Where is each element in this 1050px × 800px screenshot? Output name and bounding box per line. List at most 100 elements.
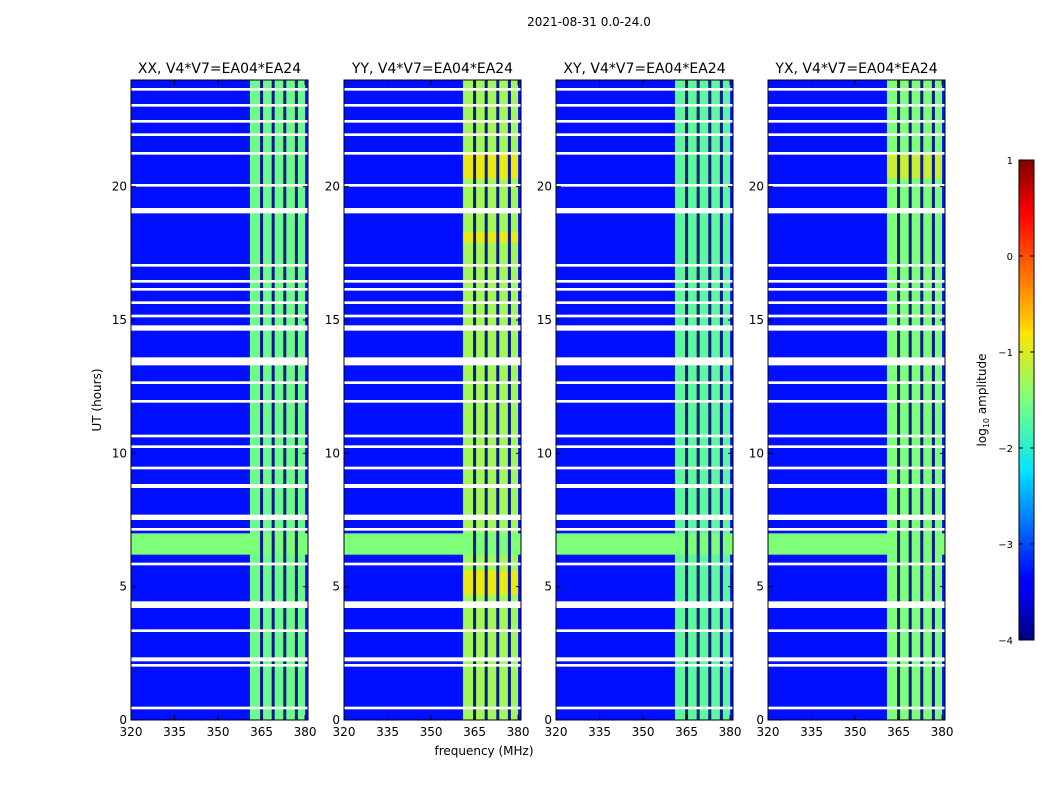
- flagged-row: [344, 445, 521, 448]
- flagged-row: [131, 629, 308, 632]
- x-tick-label: 335: [800, 725, 823, 739]
- rfi-event-cell: [768, 533, 945, 555]
- colorbar-tick-label: −2: [998, 444, 1013, 455]
- flagged-row: [768, 208, 945, 214]
- x-tick-label: 365: [250, 725, 273, 739]
- flagged-row: [768, 184, 945, 187]
- flagged-row: [131, 104, 308, 107]
- flagged-row: [131, 434, 308, 438]
- flagged-row: [556, 280, 733, 283]
- flagged-row: [556, 88, 733, 91]
- flagged-row: [768, 381, 945, 384]
- flagged-row: [131, 184, 308, 187]
- flagged-row: [131, 484, 308, 488]
- flagged-row: [131, 133, 308, 136]
- x-tick-label: 380: [294, 725, 317, 739]
- flagged-row: [344, 288, 521, 291]
- y-tick-label: 15: [325, 313, 340, 327]
- flagged-row: [131, 514, 308, 520]
- x-tick-label: 320: [757, 725, 780, 739]
- x-tick-label: 320: [333, 725, 356, 739]
- x-tick-label: 335: [163, 725, 186, 739]
- flagged-row: [344, 88, 521, 91]
- y-tick-label: 10: [325, 446, 340, 460]
- flagged-row: [344, 528, 521, 531]
- flagged-row: [344, 434, 521, 438]
- flagged-row: [556, 357, 733, 366]
- y-tick-label: 5: [119, 580, 127, 594]
- x-tick-label: 320: [545, 725, 568, 739]
- flagged-row: [131, 88, 308, 91]
- x-tick-label: 380: [931, 725, 954, 739]
- flagged-row: [131, 357, 308, 366]
- flagged-row: [556, 301, 733, 304]
- flagged-row: [556, 434, 733, 438]
- y-tick-label: 0: [544, 713, 552, 727]
- flagged-row: [768, 88, 945, 91]
- flagged-row: [768, 357, 945, 366]
- flagged-row: [556, 400, 733, 403]
- flagged-row: [768, 288, 945, 291]
- flagged-row: [556, 466, 733, 470]
- flagged-row: [131, 601, 308, 608]
- y-tick-label: 10: [537, 446, 552, 460]
- x-tick-label: 350: [420, 725, 443, 739]
- panel-title: XY, V4*V7=EA04*EA24: [563, 61, 725, 77]
- flagged-row: [344, 657, 521, 662]
- y-tick-label: 5: [756, 580, 764, 594]
- colorbar-label-rest: amplitude: [975, 354, 989, 418]
- flagged-row: [768, 314, 945, 318]
- colorbar-label-base: log: [975, 428, 989, 446]
- panels: XX, V4*V7=EA04*EA24 320 335 350 365 380 0 5 10 15…: [112, 61, 954, 739]
- flagged-row: [131, 445, 308, 448]
- y-tick-label: 5: [544, 580, 552, 594]
- flagged-row: [131, 657, 308, 662]
- panel-3: XY, V4*V7=EA04*EA24 320 335 350 365 380 0 5 10 15…: [537, 61, 742, 739]
- flagged-row: [344, 400, 521, 403]
- flagged-row: [768, 152, 945, 155]
- flagged-row: [131, 400, 308, 403]
- panel-1: XX, V4*V7=EA04*EA24 320 335 350 365 380 0 5 10 15…: [112, 61, 317, 739]
- colorbar-label: log10 amplitude: [975, 354, 991, 447]
- flagged-row: [556, 120, 733, 123]
- flagged-row: [344, 664, 521, 667]
- figure-title: 2021-08-31 0.0-24.0: [527, 15, 651, 29]
- y-tick-label: 20: [112, 180, 127, 194]
- panel-title: XX, V4*V7=EA04*EA24: [138, 61, 301, 77]
- flagged-row: [344, 325, 521, 331]
- flagged-row: [131, 314, 308, 318]
- flagged-row: [768, 400, 945, 403]
- flagged-row: [344, 280, 521, 283]
- flagged-row: [768, 133, 945, 136]
- y-tick-label: 10: [749, 446, 764, 460]
- colorbar-tick-label: 1: [1007, 156, 1013, 167]
- flagged-row: [344, 357, 521, 366]
- y-tick-label: 0: [119, 713, 127, 727]
- flagged-row: [556, 528, 733, 531]
- flagged-row: [556, 484, 733, 488]
- flagged-row: [556, 288, 733, 291]
- flagged-row: [131, 301, 308, 304]
- flagged-row: [556, 381, 733, 384]
- x-tick-label: 350: [632, 725, 655, 739]
- flagged-row: [556, 133, 733, 136]
- y-tick-label: 20: [325, 180, 340, 194]
- panel-frame: [767, 79, 946, 721]
- flagged-row: [131, 562, 308, 566]
- flagged-row: [131, 264, 308, 267]
- flagged-row: [556, 706, 733, 710]
- colorbar-gradient: [1018, 159, 1035, 641]
- flagged-row: [768, 514, 945, 520]
- rfi-event-cell: [344, 533, 521, 555]
- x-tick-label: 365: [675, 725, 698, 739]
- flagged-row: [556, 314, 733, 318]
- panel-2: YY, V4*V7=EA04*EA24 320 335 350 365 380 0 5 10 15…: [325, 61, 530, 739]
- x-tick-label: 350: [844, 725, 867, 739]
- y-axis-label: UT (hours): [90, 368, 104, 431]
- flagged-row: [344, 104, 521, 107]
- flagged-row: [344, 629, 521, 632]
- flagged-row: [131, 280, 308, 283]
- x-tick-label: 365: [887, 725, 910, 739]
- panel-image: [556, 80, 733, 720]
